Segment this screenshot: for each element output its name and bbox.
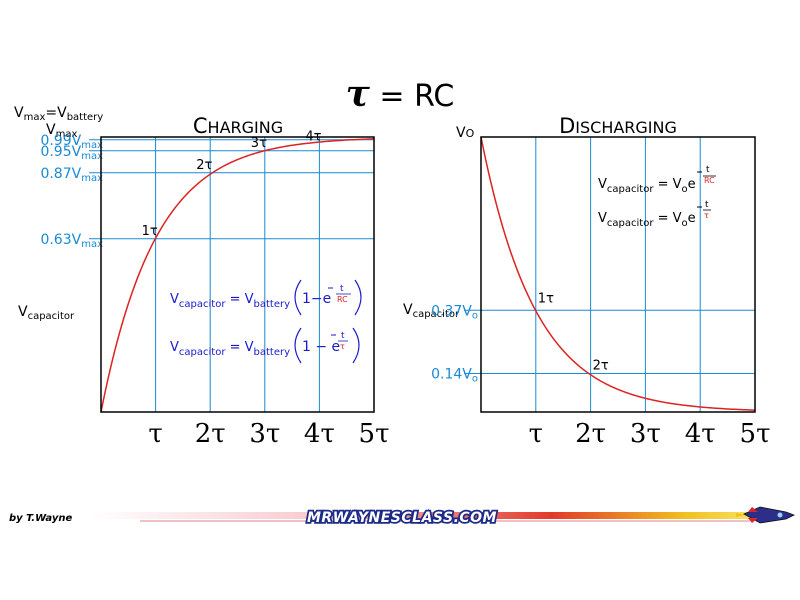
x-tick-label: 4τ xyxy=(304,419,335,449)
point-label: 2τ xyxy=(196,158,212,173)
level-label: 0.99Vmax xyxy=(40,133,103,151)
formula-1-exp-num: t xyxy=(340,284,344,294)
level-label: 0.87Vmax xyxy=(40,166,103,184)
discharging-title: DISCHARGING xyxy=(559,114,677,138)
point-label: 1τ xyxy=(538,291,554,306)
svg-text:Vcapacitor = Voe: Vcapacitor = Voe xyxy=(598,211,696,229)
rocket-icon xyxy=(736,506,795,524)
x-tick-label: 2τ xyxy=(195,419,226,449)
point-label: 3τ xyxy=(251,136,267,151)
x-tick-label: 2τ xyxy=(575,419,606,449)
title-equation: = RC xyxy=(370,79,455,114)
vmax-label: Vmax xyxy=(46,122,77,140)
discharging-curve xyxy=(480,136,756,411)
point-label: 1τ xyxy=(142,224,158,239)
svg-text:Vcapacitor = Voe: Vcapacitor = Voe xyxy=(598,177,696,195)
x-tick-label: 3τ xyxy=(249,419,280,449)
point-label: 4τ xyxy=(305,130,321,145)
discharging-formula-1: Vcapacitor = Voe t RC xyxy=(598,165,716,195)
level-label: 0.95Vmax xyxy=(40,144,103,162)
vmax-battery-label: Vmax=Vbattery xyxy=(14,105,103,123)
formula-2-exp-den: τ xyxy=(340,342,345,351)
footer: by T.Wayne MRWAYNESCLASS.COM xyxy=(9,506,795,528)
author-credit: by T.Wayne xyxy=(9,513,73,524)
charging-y-axis-label: Vcapacitor xyxy=(18,304,75,322)
speed-streak xyxy=(90,512,750,519)
svg-text:Vcapacitor = Vbattery: Vcapacitor = Vbattery xyxy=(170,292,290,310)
x-tick-label: 5τ xyxy=(740,419,771,449)
dis-formula-2-exp-den: τ xyxy=(704,211,709,220)
charging-plot-frame xyxy=(100,136,375,413)
charging-formula-2: Vcapacitor = Vbattery 1 − e t τ xyxy=(170,327,360,364)
dis-formula-1-exp-num: t xyxy=(706,165,710,175)
vo-label: VO xyxy=(456,125,475,141)
charging-formula-1: Vcapacitor = Vbattery 1−e t RC xyxy=(170,279,362,316)
page-title: τ = RC xyxy=(346,73,455,115)
speed-streak-thin xyxy=(140,520,750,522)
formula-2-exp-num: t xyxy=(341,331,345,341)
level-label: 0.37Vo xyxy=(431,303,478,321)
tau-symbol: τ xyxy=(346,73,371,115)
x-tick-label: 5τ xyxy=(359,419,390,449)
charging-curve xyxy=(100,138,375,413)
level-label: 0.14Vo xyxy=(431,367,478,385)
discharging-plot-frame xyxy=(480,136,756,413)
charging-chart: CHARGING Vmax=Vbattery Vmax Vcapacitor 0… xyxy=(14,105,389,449)
svg-text:1−e: 1−e xyxy=(302,291,331,307)
svg-text:1 − e: 1 − e xyxy=(302,339,340,355)
x-tick-label: 3τ xyxy=(630,419,661,449)
dis-formula-2-exp-num: t xyxy=(705,200,709,210)
charging-title: CHARGING xyxy=(193,114,283,138)
formula-1-left-paren xyxy=(294,279,302,316)
dis-formula-1-exp-den: RC xyxy=(704,176,715,185)
discharging-formula-2: Vcapacitor = Voe t τ xyxy=(598,200,711,229)
x-tick-label: τ xyxy=(148,419,162,449)
point-label: 2τ xyxy=(593,359,609,374)
svg-text:Vcapacitor = Vbattery: Vcapacitor = Vbattery xyxy=(170,340,290,358)
formula-1-right-paren xyxy=(354,279,362,316)
x-tick-label: τ xyxy=(529,419,543,449)
x-tick-label: 4τ xyxy=(685,419,716,449)
formula-1-exp-den: RC xyxy=(337,295,348,304)
level-label: 0.63Vmax xyxy=(40,232,103,250)
discharging-chart: DISCHARGING VO Vcapacitor 0.37Vo 0.14Vo 1… xyxy=(403,114,770,449)
discharging-y-axis-label: Vcapacitor xyxy=(403,302,460,320)
site-logo: MRWAYNESCLASS.COM xyxy=(307,510,497,526)
